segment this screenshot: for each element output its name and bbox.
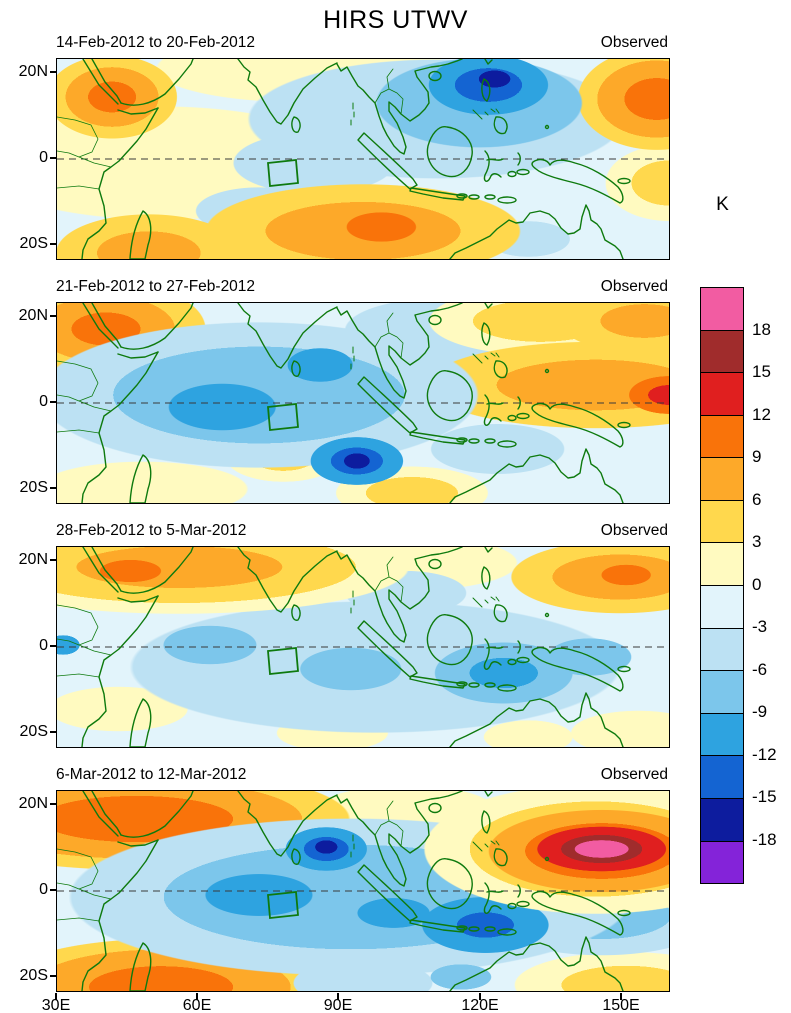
y-tick bbox=[50, 71, 56, 73]
y-tick bbox=[50, 487, 56, 489]
colorbar-tick-label: 3 bbox=[752, 532, 762, 551]
y-tick bbox=[50, 559, 56, 561]
panel-date-range: 14-Feb-2012 to 20-Feb-2012 bbox=[56, 34, 256, 51]
study-region-box bbox=[267, 403, 299, 431]
map-field-panel-4 bbox=[56, 790, 670, 992]
y-tick-label-0: 0 bbox=[39, 393, 48, 410]
x-tick bbox=[620, 993, 622, 1000]
panel-2: 21-Feb-2012 to 27-Feb-2012 Observed 20N … bbox=[0, 278, 791, 504]
colorbar-cell bbox=[701, 756, 743, 799]
y-tick bbox=[50, 315, 56, 317]
study-region-box bbox=[267, 891, 299, 919]
y-tick bbox=[50, 157, 56, 159]
y-tick bbox=[50, 645, 56, 647]
panel-date-range: 28-Feb-2012 to 5-Mar-2012 bbox=[56, 522, 247, 539]
y-tick-label-0: 0 bbox=[39, 149, 48, 166]
colorbar-tick-label: 6 bbox=[752, 489, 762, 509]
x-tick-label-90e: 90E bbox=[323, 997, 353, 1013]
y-tick-label-20n: 20N bbox=[18, 63, 48, 80]
x-axis: 30E 60E 90E 120E 150E bbox=[0, 993, 791, 1013]
panel-source-label: Observed bbox=[600, 278, 668, 295]
panel-date-range: 6-Mar-2012 to 12-Mar-2012 bbox=[56, 766, 247, 783]
colorbar-cell bbox=[701, 713, 743, 757]
colorbar-cell bbox=[701, 798, 743, 842]
y-tick-label-20s: 20S bbox=[19, 723, 48, 740]
panel-date-range: 21-Feb-2012 to 27-Feb-2012 bbox=[56, 278, 256, 295]
colorbar-unit-label: K bbox=[716, 194, 729, 215]
y-tick-label-0: 0 bbox=[39, 637, 48, 654]
y-tick-label-0: 0 bbox=[39, 881, 48, 898]
y-tick bbox=[50, 731, 56, 733]
map-field-panel-1 bbox=[56, 58, 670, 260]
study-region-box bbox=[267, 159, 299, 187]
colorbar-tick-label: 9 bbox=[752, 447, 762, 466]
colorbar-cell bbox=[701, 373, 743, 416]
y-tick-label-20n: 20N bbox=[18, 795, 48, 812]
colorbar-cell bbox=[701, 458, 743, 501]
y-tick-label-20s: 20S bbox=[19, 235, 48, 252]
panel-source-label: Observed bbox=[600, 34, 668, 51]
colorbar-tick-label: 0 bbox=[752, 574, 762, 594]
colorbar-tick-label: -12 bbox=[752, 744, 777, 764]
study-region-box bbox=[267, 647, 299, 675]
y-tick-label-20n: 20N bbox=[18, 551, 48, 568]
y-tick bbox=[50, 401, 56, 403]
colorbar-cell bbox=[701, 330, 743, 374]
panel-source-label: Observed bbox=[600, 766, 668, 783]
map-field-panel-3 bbox=[56, 546, 670, 748]
colorbar-tick-label: 15 bbox=[752, 362, 771, 381]
colorbar-cell bbox=[701, 415, 743, 459]
y-tick bbox=[50, 889, 56, 891]
colorbar-tick-label: -3 bbox=[752, 617, 768, 636]
y-tick-label-20s: 20S bbox=[19, 967, 48, 984]
colorbar-cell bbox=[701, 500, 743, 544]
map-field-panel-2 bbox=[56, 302, 670, 504]
x-tick bbox=[196, 993, 198, 1000]
y-tick bbox=[50, 975, 56, 977]
y-tick-label-20s: 20S bbox=[19, 479, 48, 496]
x-tick-label-60e: 60E bbox=[182, 997, 212, 1013]
colorbar-cell bbox=[701, 671, 743, 714]
colorbar bbox=[700, 287, 744, 884]
figure-title: HIRS UTWV bbox=[323, 6, 468, 34]
x-tick bbox=[337, 993, 339, 1000]
x-tick bbox=[479, 993, 481, 1000]
y-tick-label-20n: 20N bbox=[18, 307, 48, 324]
colorbar-cell bbox=[701, 288, 743, 331]
colorbar-cell bbox=[701, 628, 743, 672]
colorbar-cell bbox=[701, 543, 743, 587]
y-tick bbox=[50, 243, 56, 245]
x-tick-label-30e: 30E bbox=[41, 997, 71, 1013]
x-tick-label-150e: 150E bbox=[602, 997, 640, 1013]
map-overlay bbox=[57, 791, 669, 991]
map-overlay bbox=[57, 547, 669, 747]
panel-4: 6-Mar-2012 to 12-Mar-2012 Observed 20N 0… bbox=[0, 766, 791, 992]
panel-3: 28-Feb-2012 to 5-Mar-2012 Observed 20N 0… bbox=[0, 522, 791, 748]
map-overlay bbox=[57, 59, 669, 259]
map-overlay bbox=[57, 303, 669, 503]
colorbar-tick-label: 12 bbox=[752, 404, 771, 424]
colorbar-tick-label: -9 bbox=[752, 702, 768, 721]
colorbar-tick-label: -18 bbox=[752, 829, 777, 849]
colorbar-tick-label: 18 bbox=[752, 319, 771, 339]
colorbar-cell bbox=[701, 586, 743, 629]
colorbar-labels: 18 15 12 9 6 3 0 -3 -6 -9 -12 -15 -18 bbox=[752, 287, 791, 882]
colorbar-cell bbox=[701, 841, 743, 884]
y-tick bbox=[50, 803, 56, 805]
x-tick bbox=[55, 993, 57, 1000]
colorbar-tick-label: -15 bbox=[752, 787, 777, 806]
colorbar-tick-label: -6 bbox=[752, 659, 768, 679]
x-tick-label-120e: 120E bbox=[461, 997, 499, 1013]
panel-source-label: Observed bbox=[600, 522, 668, 539]
panel-1: 14-Feb-2012 to 20-Feb-2012 Observed 20N … bbox=[0, 34, 791, 260]
